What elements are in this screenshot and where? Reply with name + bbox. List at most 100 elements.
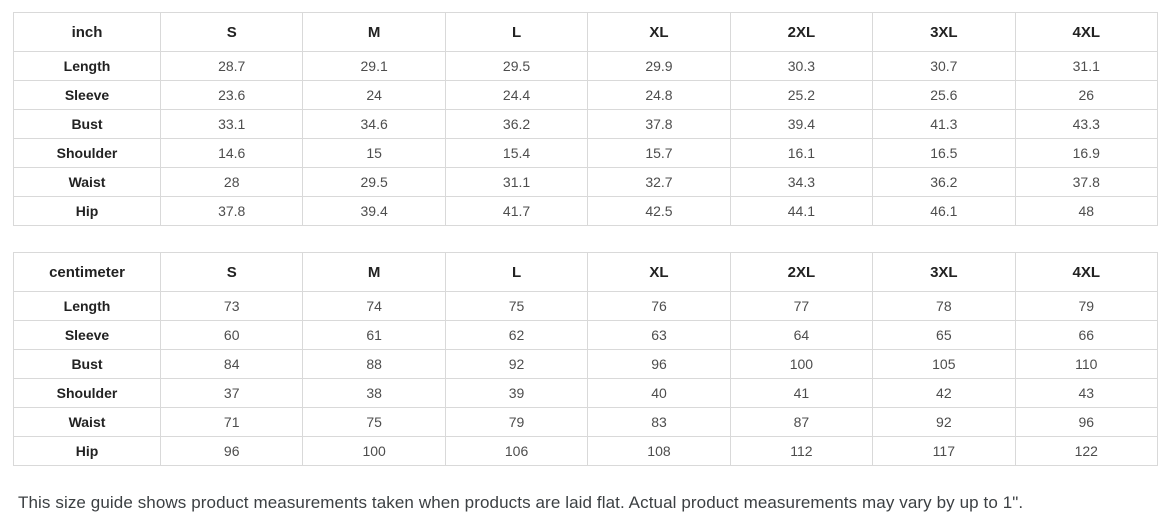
measurement-value: 83 (587, 407, 731, 437)
table-row: Hip 37.8 39.4 41.7 42.5 44.1 46.1 48 (13, 196, 1159, 226)
measurement-value: 100 (729, 349, 874, 379)
measurement-value: 37.8 (159, 196, 304, 226)
measurement-value: 44.1 (729, 196, 874, 226)
measurement-value: 33.1 (159, 109, 304, 139)
measurement-label: Hip (13, 436, 161, 466)
measurement-value: 112 (729, 436, 874, 466)
size-column-header: 3XL (872, 12, 1016, 52)
table-row: Length 28.7 29.1 29.5 29.9 30.3 30.7 31.1 (13, 51, 1159, 81)
inch-size-table: inch S M L XL 2XL 3XL 4XL Length 28.7 29.1 29.5 29.9… (13, 12, 1159, 226)
measurement-value: 36.2 (444, 109, 589, 139)
measurement-value: 29.5 (302, 167, 446, 197)
measurement-label: Sleeve (13, 320, 161, 350)
measurement-value: 31.1 (1014, 51, 1159, 81)
table-row: Sleeve 23.6 24 24.4 24.8 25.2 25.6 26 (13, 80, 1159, 110)
table-row: Bust 84 88 92 96 100 105 110 (13, 349, 1159, 379)
table-row: Shoulder 14.6 15 15.4 15.7 16.1 16.5 16.9 (13, 138, 1159, 168)
measurement-value: 32.7 (587, 167, 731, 197)
measurement-value: 79 (444, 407, 589, 437)
measurement-label: Bust (13, 109, 161, 139)
measurement-value: 41.3 (872, 109, 1016, 139)
table-row: Waist 71 75 79 83 87 92 96 (13, 407, 1159, 437)
measurement-value: 26 (1014, 80, 1159, 110)
size-column-header: M (302, 252, 446, 292)
header-row: centimeter S M L XL 2XL 3XL 4XL (13, 252, 1159, 292)
measurement-value: 46.1 (872, 196, 1016, 226)
measurement-value: 38 (302, 378, 446, 408)
measurement-value: 61 (302, 320, 446, 350)
measurement-value: 41.7 (444, 196, 589, 226)
measurement-value: 15.4 (444, 138, 589, 168)
table-row: Waist 28 29.5 31.1 32.7 34.3 36.2 37.8 (13, 167, 1159, 197)
size-column-header: 2XL (729, 12, 874, 52)
measurement-value: 29.9 (587, 51, 731, 81)
measurement-value: 122 (1014, 436, 1159, 466)
unit-label: inch (13, 12, 161, 52)
table-row: Shoulder 37 38 39 40 41 42 43 (13, 378, 1159, 408)
measurement-value: 16.5 (872, 138, 1016, 168)
measurement-value: 87 (729, 407, 874, 437)
measurement-value: 29.1 (302, 51, 446, 81)
measurement-value: 92 (444, 349, 589, 379)
measurement-value: 73 (159, 291, 304, 321)
measurement-value: 48 (1014, 196, 1159, 226)
measurement-value: 43.3 (1014, 109, 1159, 139)
table-row: Bust 33.1 34.6 36.2 37.8 39.4 41.3 43.3 (13, 109, 1159, 139)
size-column-header: L (444, 12, 589, 52)
size-column-header: 3XL (872, 252, 1016, 292)
measurement-value: 96 (1014, 407, 1159, 437)
measurement-value: 71 (159, 407, 304, 437)
measurement-value: 117 (872, 436, 1016, 466)
measurement-value: 75 (302, 407, 446, 437)
measurement-value: 37.8 (587, 109, 731, 139)
measurement-value: 37.8 (1014, 167, 1159, 197)
measurement-value: 37 (159, 378, 304, 408)
measurement-value: 29.5 (444, 51, 589, 81)
measurement-label: Sleeve (13, 80, 161, 110)
measurement-value: 108 (587, 436, 731, 466)
measurement-value: 76 (587, 291, 731, 321)
measurement-value: 15 (302, 138, 446, 168)
measurement-value: 100 (302, 436, 446, 466)
measurement-value: 65 (872, 320, 1016, 350)
measurement-value: 64 (729, 320, 874, 350)
header-row: inch S M L XL 2XL 3XL 4XL (13, 12, 1159, 52)
measurement-value: 24.8 (587, 80, 731, 110)
table-row: Length 73 74 75 76 77 78 79 (13, 291, 1159, 321)
measurement-value: 110 (1014, 349, 1159, 379)
measurement-value: 77 (729, 291, 874, 321)
measurement-value: 30.3 (729, 51, 874, 81)
measurement-value: 42.5 (587, 196, 731, 226)
measurement-value: 28.7 (159, 51, 304, 81)
unit-label: centimeter (13, 252, 161, 292)
measurement-value: 88 (302, 349, 446, 379)
measurement-label: Hip (13, 196, 161, 226)
size-column-header: 4XL (1014, 252, 1159, 292)
measurement-value: 36.2 (872, 167, 1016, 197)
measurement-label: Waist (13, 167, 161, 197)
measurement-value: 66 (1014, 320, 1159, 350)
measurement-value: 42 (872, 378, 1016, 408)
measurement-value: 34.6 (302, 109, 446, 139)
measurement-label: Length (13, 51, 161, 81)
measurement-value: 106 (444, 436, 589, 466)
measurement-value: 15.7 (587, 138, 731, 168)
measurement-value: 60 (159, 320, 304, 350)
measurement-value: 78 (872, 291, 1016, 321)
measurement-label: Waist (13, 407, 161, 437)
size-column-header: S (159, 12, 304, 52)
size-column-header: 2XL (729, 252, 874, 292)
measurement-value: 43 (1014, 378, 1159, 408)
measurement-value: 62 (444, 320, 589, 350)
measurement-value: 14.6 (159, 138, 304, 168)
measurement-value: 74 (302, 291, 446, 321)
measurement-value: 25.6 (872, 80, 1016, 110)
size-guide-note: This size guide shows product measuremen… (18, 493, 1024, 512)
measurement-value: 105 (872, 349, 1016, 379)
measurement-value: 79 (1014, 291, 1159, 321)
size-column-header: XL (587, 252, 731, 292)
measurement-value: 24.4 (444, 80, 589, 110)
measurement-value: 39.4 (729, 109, 874, 139)
measurement-label: Shoulder (13, 138, 161, 168)
